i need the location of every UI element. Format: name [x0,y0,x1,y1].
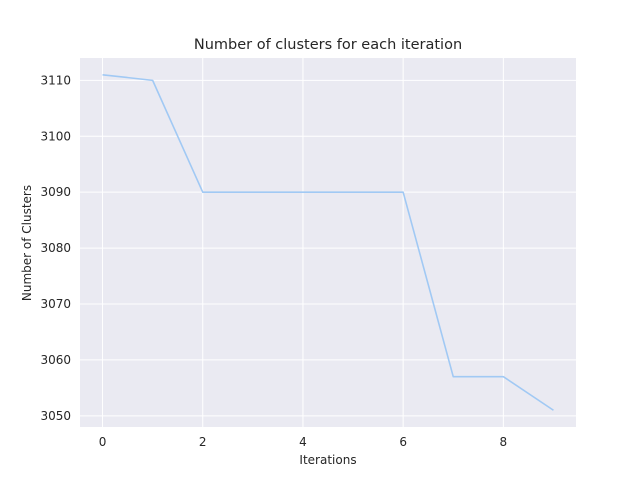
y-tick-label: 3060 [40,353,71,367]
y-tick-label: 3080 [40,241,71,255]
series-line [102,73,554,411]
x-tick-label: 6 [399,435,407,449]
plot-background [80,58,576,427]
x-axis-label: Iterations [299,453,356,467]
y-tick-label: 3100 [40,129,71,143]
y-tick-label: 3090 [40,185,71,199]
tick-labels: 0 2 4 6 8 3050 3060 3070 3080 3090 3100 3110 [40,73,507,449]
chart-title: Number of clusters for each iteration [194,37,462,53]
y-tick-label: 3110 [40,73,71,87]
grid-lines [80,58,576,427]
x-tick-label: 8 [500,435,508,449]
y-tick-label: 3070 [40,297,71,311]
y-tick-label: 3050 [40,409,71,423]
x-tick-label: 4 [299,435,307,449]
series-layer [102,73,554,411]
x-tick-label: 0 [99,435,107,449]
x-tick-label: 2 [199,435,207,449]
y-axis-label: Number of Clusters [20,185,34,301]
